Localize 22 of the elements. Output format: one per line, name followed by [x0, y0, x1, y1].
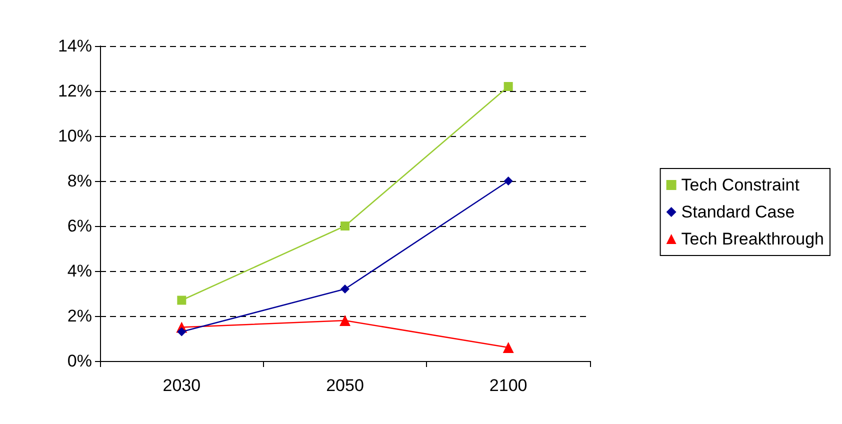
point: [502, 342, 514, 353]
x-tick-label: 2100: [489, 376, 528, 395]
y-tick-label: 10%: [58, 126, 92, 146]
legend-label: Standard Case: [681, 202, 795, 222]
y-tick-label: 14%: [58, 36, 92, 56]
legend-label: Tech Breakthrough: [681, 230, 824, 248]
point: [177, 327, 186, 336]
y-tick-label: 2%: [67, 306, 92, 326]
y-tick-label: 4%: [67, 262, 92, 280]
point: [340, 284, 350, 294]
point: [177, 296, 186, 305]
point: [504, 176, 513, 186]
y-tick-label: 0%: [67, 352, 92, 370]
y-tick-label: 6%: [67, 216, 92, 236]
y-tick-label: 8%: [67, 172, 92, 190]
y-tick-label: 12%: [58, 82, 92, 100]
point: [504, 82, 513, 91]
legend-label: Tech Constraint: [681, 176, 800, 194]
point: [340, 222, 350, 230]
x-tick-label: 2030: [162, 376, 201, 395]
point: [340, 315, 350, 326]
x-tick-label: 2050: [326, 376, 364, 395]
